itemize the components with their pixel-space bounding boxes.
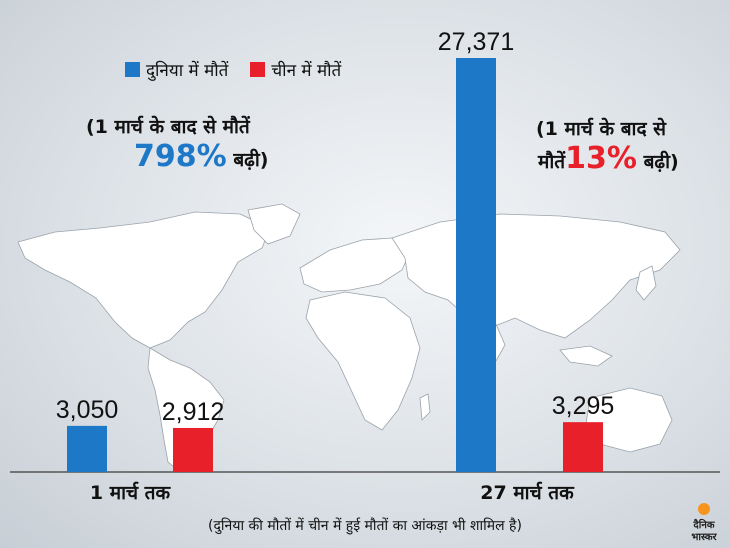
annotation-china-line1: (1 मार्च के बाद से (536, 118, 667, 140)
bar-value-label-china-1: 2,912 (162, 398, 225, 426)
legend-swatch-world (125, 62, 140, 77)
bar-world-1 (67, 425, 107, 472)
annotation-china-head: मौतें (538, 151, 566, 173)
bar-value-label-china-2: 3,295 (552, 392, 615, 420)
svg-text:दैनिक: दैनिक (692, 518, 715, 531)
bar-world-2 (456, 58, 496, 472)
annotation-world-line2: 798% बढ़ी) (86, 142, 268, 175)
world-increase-percent: 798% (134, 139, 227, 174)
footnote: (दुनिया की मौतों में चीन में हुई मौतों क… (208, 518, 522, 534)
annotation-china-line2: मौतें13% बढ़ी) (536, 144, 679, 177)
bar-value-label-world-2: 27,371 (438, 28, 514, 56)
legend-label-world: दुनिया में मौतें (146, 61, 229, 81)
bar-value-label-world-1: 3,050 (56, 396, 119, 424)
category-label-1: 1 मार्च तक (90, 481, 172, 504)
legend-swatch-china (250, 62, 266, 77)
dainik-bhaskar-logo: दैनिक भास्कर (691, 503, 718, 543)
legend-item-world: दुनिया में मौतें (125, 58, 228, 81)
annotation-world-line1: (1 मार्च के बाद से मौतें (86, 116, 250, 138)
china-increase-percent: 13% (565, 141, 637, 176)
svg-text:भास्कर: भास्कर (691, 532, 717, 543)
annotation-china-increase: (1 मार्च के बाद से मौतें13% बढ़ी) (536, 114, 679, 177)
annotation-china-tail: बढ़ी) (643, 151, 679, 173)
annotation-world-increase: (1 मार्च के बाद से मौतें 798% बढ़ी) (86, 112, 268, 175)
legend-label-china: चीन में मौतें (271, 61, 342, 81)
bar-china-1 (173, 427, 213, 472)
chart-legend: दुनिया में मौतें चीन में मौतें (125, 58, 341, 81)
annotation-world-tail: बढ़ी) (233, 149, 269, 171)
bar-china-2 (563, 422, 603, 472)
legend-item-china: चीन में मौतें (250, 58, 341, 81)
category-label-2: 27 मार्च तक (480, 481, 575, 504)
